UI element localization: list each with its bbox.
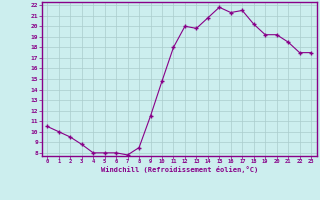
X-axis label: Windchill (Refroidissement éolien,°C): Windchill (Refroidissement éolien,°C) — [100, 166, 258, 173]
